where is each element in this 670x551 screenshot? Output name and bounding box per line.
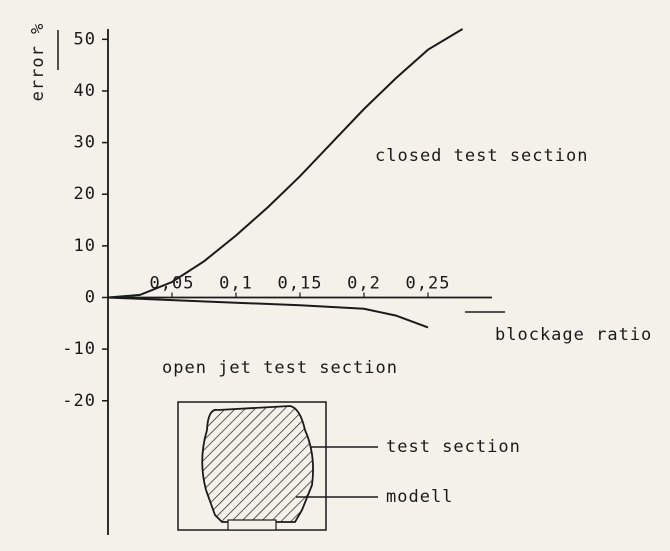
- y-tick-label: 50: [74, 29, 96, 49]
- model-shape: [202, 406, 313, 522]
- y-tick-label: 20: [74, 184, 96, 204]
- y-axis-label: error %: [28, 23, 48, 102]
- y-tick-label: -20: [62, 391, 96, 411]
- y-tick-label: 0: [85, 287, 96, 307]
- inset-label: test section: [386, 437, 521, 457]
- chart: error % blockage ratio closed test secti…: [0, 0, 670, 551]
- x-tick-label: 0,25: [406, 273, 451, 293]
- x-tick-label: 0,1: [219, 273, 253, 293]
- series-label: closed test section: [375, 146, 588, 166]
- x-tick-label: 0,15: [278, 273, 323, 293]
- inset-label: modell: [386, 487, 453, 507]
- x-axis-label: blockage ratio: [495, 325, 652, 345]
- model-base: [228, 520, 276, 530]
- y-tick-label: -10: [62, 339, 96, 359]
- y-tick-label: 10: [74, 236, 96, 256]
- x-tick-label: 0,2: [347, 273, 381, 293]
- background: [0, 0, 670, 551]
- y-tick-label: 30: [74, 133, 96, 153]
- series-label: open jet test section: [162, 358, 398, 378]
- y-tick-label: 40: [74, 81, 96, 101]
- x-tick-label: 0,05: [150, 273, 195, 293]
